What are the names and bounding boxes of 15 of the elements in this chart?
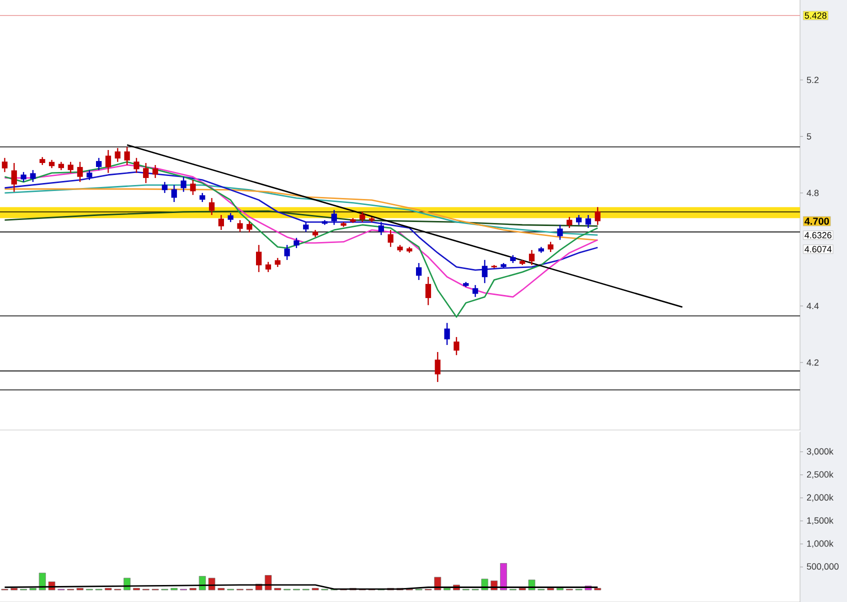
y-tick-label: 1,500k [807, 517, 834, 525]
ref-line-label: 5.428 [804, 12, 826, 19]
text: 4.700 [804, 218, 829, 225]
y-tick-label: 3,000k [806, 448, 834, 456]
y-tick-label: 2,000k [806, 494, 834, 502]
y-tick-label: 4.2 [806, 359, 819, 366]
y-tick-label: 5 [806, 133, 812, 140]
y-tick-label: 4.4 [806, 302, 819, 310]
y-tick-label: 5.2 [806, 76, 819, 84]
text: 4.6326 [804, 232, 832, 238]
y-tick-label: 2,500k [806, 471, 834, 479]
y-tick-label: 1,000k [807, 540, 834, 548]
y-tick-label: 500,000 [806, 563, 839, 571]
y-tick-label: 4.8 [806, 190, 819, 196]
text: 4.6074 [804, 246, 832, 252]
